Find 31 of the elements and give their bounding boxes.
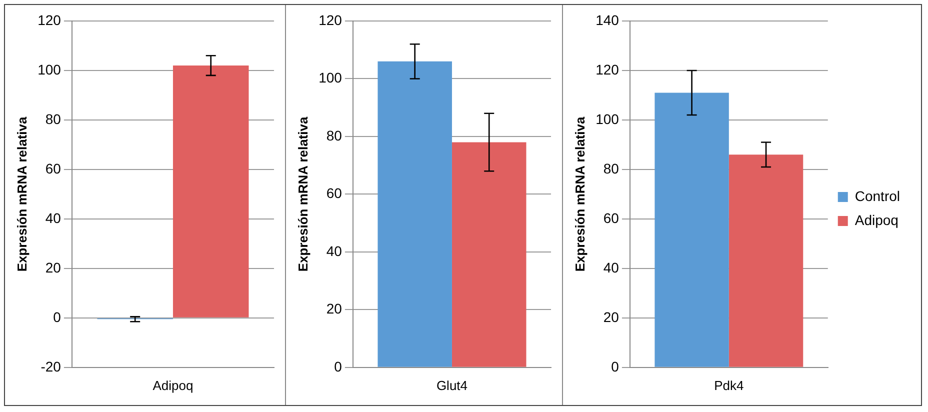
y-tick-label: 60	[45, 160, 62, 176]
y-tick-label: 100	[318, 70, 342, 86]
y-tick-label: 40	[45, 210, 62, 226]
y-axis-title: Expresión mRNA relativa	[14, 116, 30, 272]
y-axis-title: Expresión mRNA relativa	[572, 116, 588, 272]
y-tick-label: 0	[334, 358, 342, 374]
y-tick-label: 80	[45, 110, 62, 127]
y-tick-label: 120	[596, 61, 620, 78]
y-tick-label: 80	[326, 127, 342, 144]
y-tick-label: 20	[45, 259, 62, 276]
legend-label: Control	[854, 188, 900, 204]
y-tick-label: 40	[603, 259, 620, 276]
x-tick-label: Glut4	[436, 378, 468, 393]
y-tick-label: 20	[603, 308, 620, 325]
x-tick-label: Adipoq	[152, 378, 194, 393]
y-tick-label: -20	[40, 358, 62, 374]
y-tick-label: 100	[38, 61, 62, 78]
y-tick-label: 120	[38, 12, 62, 28]
y-tick-label: 80	[603, 160, 620, 176]
y-tick-label: 120	[318, 12, 342, 28]
legend-label: Adipoq	[854, 212, 898, 228]
y-tick-label: 0	[53, 308, 62, 325]
y-axis-title: Expresión mRNA relativa	[295, 116, 310, 272]
y-tick-label: 40	[326, 242, 342, 259]
y-tick-label: 140	[596, 12, 620, 28]
y-tick-label: 20	[326, 300, 342, 317]
y-tick-label: 100	[596, 110, 620, 127]
y-tick-label: 60	[603, 210, 620, 226]
y-tick-label: 60	[326, 185, 342, 202]
y-tick-label: 0	[611, 358, 620, 374]
x-tick-label: Pdk4	[714, 378, 744, 393]
